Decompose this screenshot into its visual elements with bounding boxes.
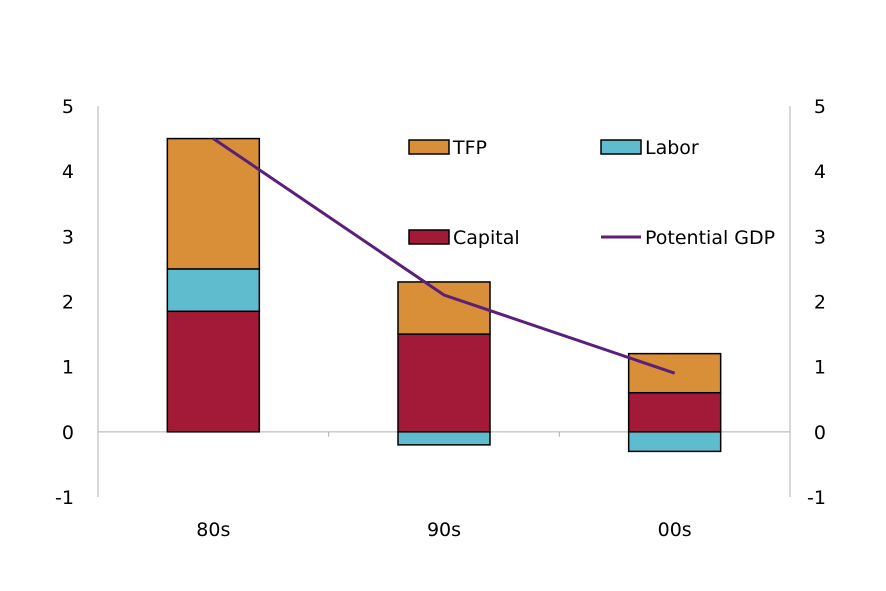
bar-capital-80s: [166, 310, 261, 433]
bar-tfp-80s: [166, 137, 261, 270]
right-y-tick-label: 4: [814, 161, 826, 183]
x-tick-label: 80s: [196, 519, 230, 541]
x-tick-label: 90s: [427, 519, 461, 541]
potential-gdp-line-series: [212, 137, 676, 375]
right-y-tick-label: 5: [814, 96, 826, 118]
left-y-tick-label: 4: [62, 161, 74, 183]
right-y-tick-label: 1: [814, 357, 826, 379]
right-y-tick-label: 0: [814, 422, 826, 444]
legend-label-labor: Labor: [645, 137, 699, 159]
legend-label-capital: Capital: [453, 227, 520, 249]
left-y-tick-label: 5: [62, 96, 74, 118]
left-y-tick-label: 1: [62, 357, 74, 379]
legend-swatch-labor: [600, 139, 642, 155]
bar-labor-90s: [397, 431, 491, 446]
bar-capital-90s: [397, 333, 491, 433]
right-y-axis-ticks: -1 0 1 2 3 4 5: [807, 96, 826, 509]
legend-label-potential-gdp: Potential GDP: [645, 227, 775, 249]
legend-swatch-capital: [408, 229, 450, 245]
left-y-tick-label: 3: [62, 226, 74, 248]
legend-swatch-tfp: [408, 139, 450, 155]
bar-labor-00s: [627, 431, 722, 453]
bar-tfp-90s: [397, 281, 491, 335]
bars: [166, 137, 722, 453]
left-y-tick-label: 2: [62, 292, 74, 314]
x-tick-label: 00s: [658, 519, 692, 541]
left-y-axis-ticks: -1 0 1 2 3 4 5: [55, 96, 74, 509]
right-y-tick-label: -1: [807, 487, 826, 509]
bar-capital-00s: [627, 391, 722, 433]
legend: TFP Labor Capital Potential GDP: [408, 137, 775, 249]
legend-label-tfp: TFP: [452, 137, 487, 159]
x-axis-ticks: 80s 90s 00s: [196, 519, 691, 541]
bar-labor-80s: [166, 268, 261, 313]
right-y-tick-label: 2: [814, 292, 826, 314]
left-y-tick-label: -1: [55, 487, 74, 509]
bar-tfp-00s: [627, 352, 722, 394]
right-y-tick-label: 3: [814, 226, 826, 248]
left-y-tick-label: 0: [62, 422, 74, 444]
